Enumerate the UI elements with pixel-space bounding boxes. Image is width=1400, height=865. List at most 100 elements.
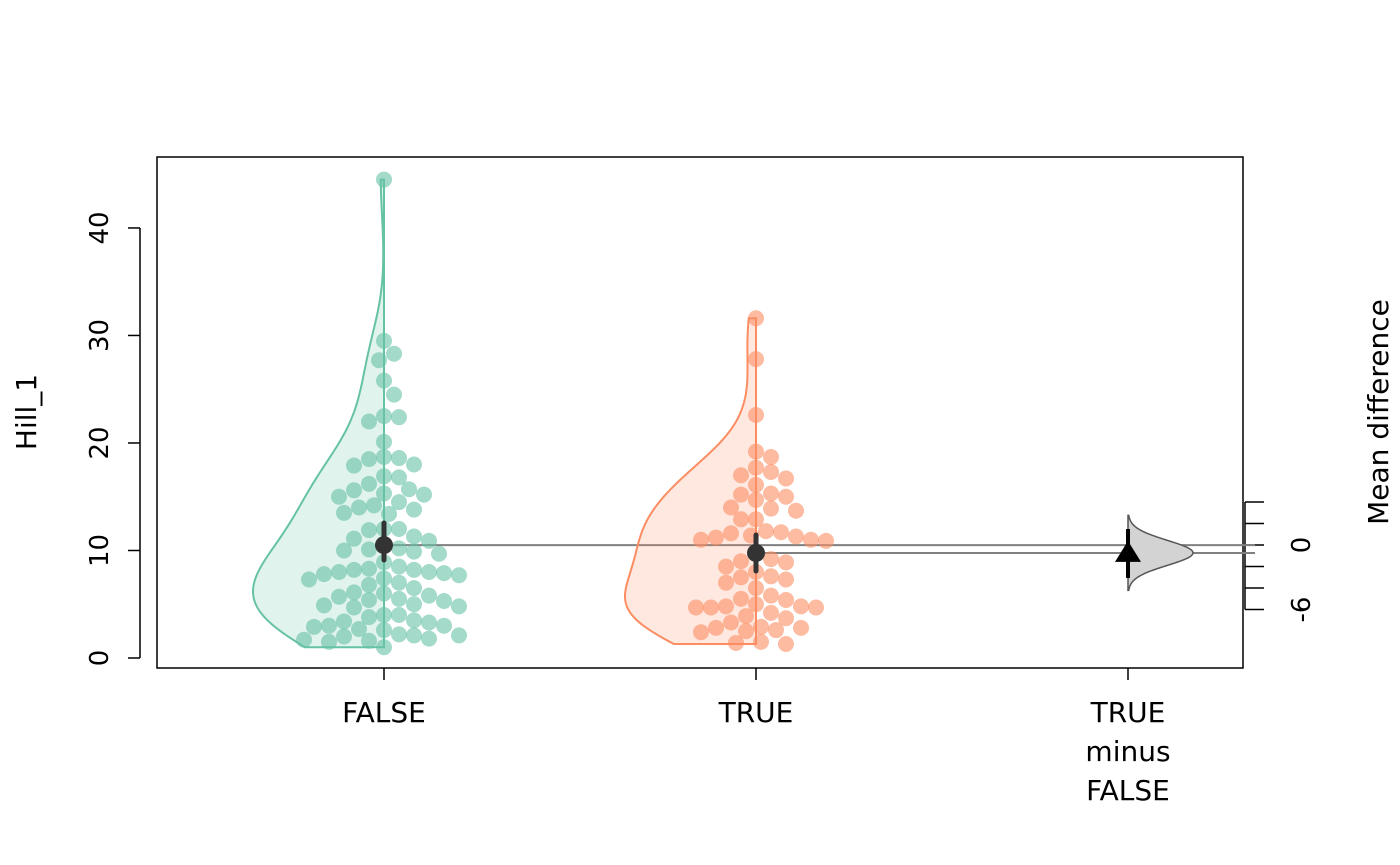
data-point [778, 554, 794, 571]
data-point [306, 618, 322, 635]
data-point [406, 561, 422, 578]
data-point [723, 499, 739, 516]
data-point [391, 558, 407, 575]
data-point [391, 540, 407, 557]
data-point [406, 612, 422, 629]
data-point [391, 450, 407, 467]
data-point [366, 497, 382, 514]
data-point [361, 541, 377, 558]
data-point [778, 610, 794, 627]
data-point [753, 618, 769, 635]
data-point [778, 636, 794, 653]
data-point [788, 502, 804, 519]
data-point [346, 482, 362, 499]
data-point [336, 542, 352, 559]
data-point [778, 571, 794, 588]
data-point [436, 593, 452, 610]
data-point [733, 486, 749, 503]
data-point [733, 569, 749, 586]
data-point [376, 171, 392, 188]
data-point [391, 590, 407, 607]
data-point [738, 608, 754, 625]
data-point [376, 372, 392, 389]
data-point [376, 433, 392, 450]
data-point [793, 598, 809, 615]
data-point [336, 628, 352, 645]
mean-marker [747, 543, 765, 562]
data-point [718, 598, 734, 615]
data-point [421, 563, 437, 580]
data-point [406, 580, 422, 597]
plot-frame [156, 156, 1244, 669]
data-point [748, 310, 764, 327]
data-point [436, 617, 452, 634]
data-point [738, 623, 754, 640]
data-point [723, 525, 739, 542]
data-point [406, 543, 422, 560]
y-tick-label: 30 [85, 319, 115, 352]
data-point [768, 622, 784, 639]
data-point [421, 630, 437, 647]
data-point [336, 504, 352, 521]
data-point [386, 386, 402, 403]
data-point [733, 553, 749, 570]
data-point [406, 528, 422, 545]
data-point [391, 494, 407, 511]
y2-axis-title: Mean difference [1362, 299, 1395, 525]
data-point [361, 576, 377, 593]
data-point [773, 524, 789, 541]
data-point [406, 501, 422, 518]
data-point [451, 567, 467, 584]
data-point [748, 443, 764, 460]
data-point [778, 470, 794, 487]
data-point [331, 488, 347, 505]
data-point [406, 456, 422, 473]
y2-tick-label: -6 [1287, 597, 1317, 623]
data-point [421, 587, 437, 604]
data-point [346, 530, 362, 547]
data-point [733, 590, 749, 607]
data-point [376, 585, 392, 602]
x-tick-label: TRUE minus FALSE [1085, 696, 1171, 807]
data-point [361, 632, 377, 649]
data-point [708, 529, 724, 546]
data-point [718, 574, 734, 591]
data-point [376, 622, 392, 639]
data-point [753, 633, 769, 650]
data-point [361, 475, 377, 492]
data-point [758, 523, 774, 540]
y-axis-title: Hill_1 [10, 374, 43, 450]
data-point [376, 606, 392, 623]
data-point [331, 563, 347, 580]
data-point [416, 486, 432, 503]
data-point [406, 627, 422, 644]
data-point [778, 488, 794, 505]
data-point [376, 448, 392, 465]
y-tick-label: 20 [85, 426, 115, 459]
data-point [723, 614, 739, 631]
data-point [436, 565, 452, 582]
data-point [763, 464, 779, 481]
data-point [371, 352, 387, 369]
data-point [361, 522, 377, 539]
data-point [763, 551, 779, 568]
data-point [451, 598, 467, 615]
data-point [688, 599, 704, 616]
violin [251, 178, 385, 649]
data-point [331, 588, 347, 605]
data-point [361, 451, 377, 468]
data-point [693, 624, 709, 641]
data-point [718, 558, 734, 575]
data-point [818, 532, 834, 549]
data-point [763, 485, 779, 502]
data-point [361, 413, 377, 430]
data-point [351, 499, 367, 516]
data-point [728, 634, 744, 651]
data-point [421, 614, 437, 631]
data-point [763, 568, 779, 585]
data-point [763, 587, 779, 604]
data-point [733, 511, 749, 528]
data-point [406, 596, 422, 613]
